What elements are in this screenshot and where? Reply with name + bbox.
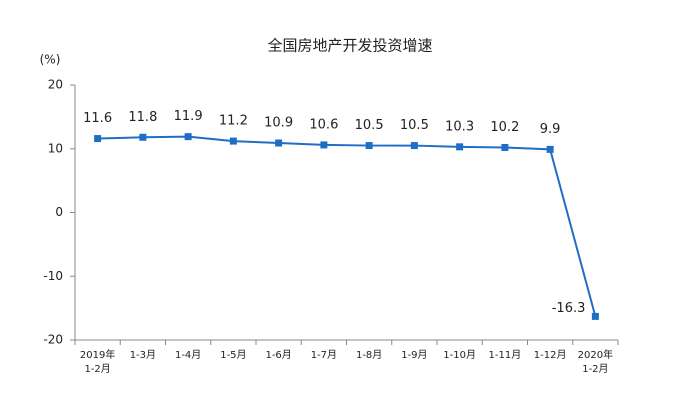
marker — [456, 143, 464, 151]
marker — [229, 137, 237, 145]
value-label: -16.3 — [552, 301, 586, 316]
chart-title: 全国房地产开发投资增速 — [267, 37, 432, 55]
x-tick-label: 1-11月 — [489, 349, 522, 361]
x-tick-label: 2020年 1-2月 — [578, 348, 613, 375]
value-label: 11.2 — [219, 114, 248, 129]
value-label: 9.9 — [540, 122, 561, 137]
y-tick-label: -20 — [43, 333, 63, 347]
x-tick-label: 1-7月 — [311, 349, 337, 361]
x-tick-label: 2019年 1-2月 — [80, 348, 115, 375]
x-tick-label: 1-6月 — [265, 349, 291, 361]
marker — [94, 135, 102, 143]
value-label: 10.2 — [490, 120, 519, 135]
value-label: 10.9 — [264, 116, 293, 131]
marker — [410, 142, 418, 150]
x-tick-label: 1-10月 — [443, 349, 476, 361]
value-label: 11.8 — [128, 110, 157, 125]
value-label: 10.3 — [445, 119, 474, 134]
y-tick-label: 0 — [55, 205, 63, 219]
marker — [546, 145, 554, 153]
marker — [139, 133, 147, 141]
marker — [320, 141, 328, 149]
y-tick-label: 10 — [48, 141, 63, 155]
value-label: 11.9 — [174, 109, 203, 124]
line — [97, 135, 597, 317]
marker — [501, 143, 509, 151]
value-label: 11.6 — [83, 111, 112, 126]
y-tick-label: -10 — [43, 269, 63, 283]
marker — [184, 133, 192, 141]
x-tick-label: 1-9月 — [401, 349, 427, 361]
x-tick-label: 1-3月 — [130, 349, 156, 361]
marker — [365, 142, 373, 150]
value-label: 10.5 — [355, 118, 384, 133]
marker — [275, 139, 283, 147]
value-label: 10.5 — [400, 118, 429, 133]
x-tick-label: 1-8月 — [356, 349, 382, 361]
y-axis-label: (%) — [40, 53, 61, 67]
marker — [591, 312, 599, 320]
y-tick-label: 20 — [48, 78, 63, 92]
x-tick-label: 1-12月 — [534, 349, 567, 361]
x-tick-label: 1-5月 — [220, 349, 246, 361]
value-label: 10.6 — [309, 117, 338, 132]
x-tick-label: 1-4月 — [175, 349, 201, 361]
